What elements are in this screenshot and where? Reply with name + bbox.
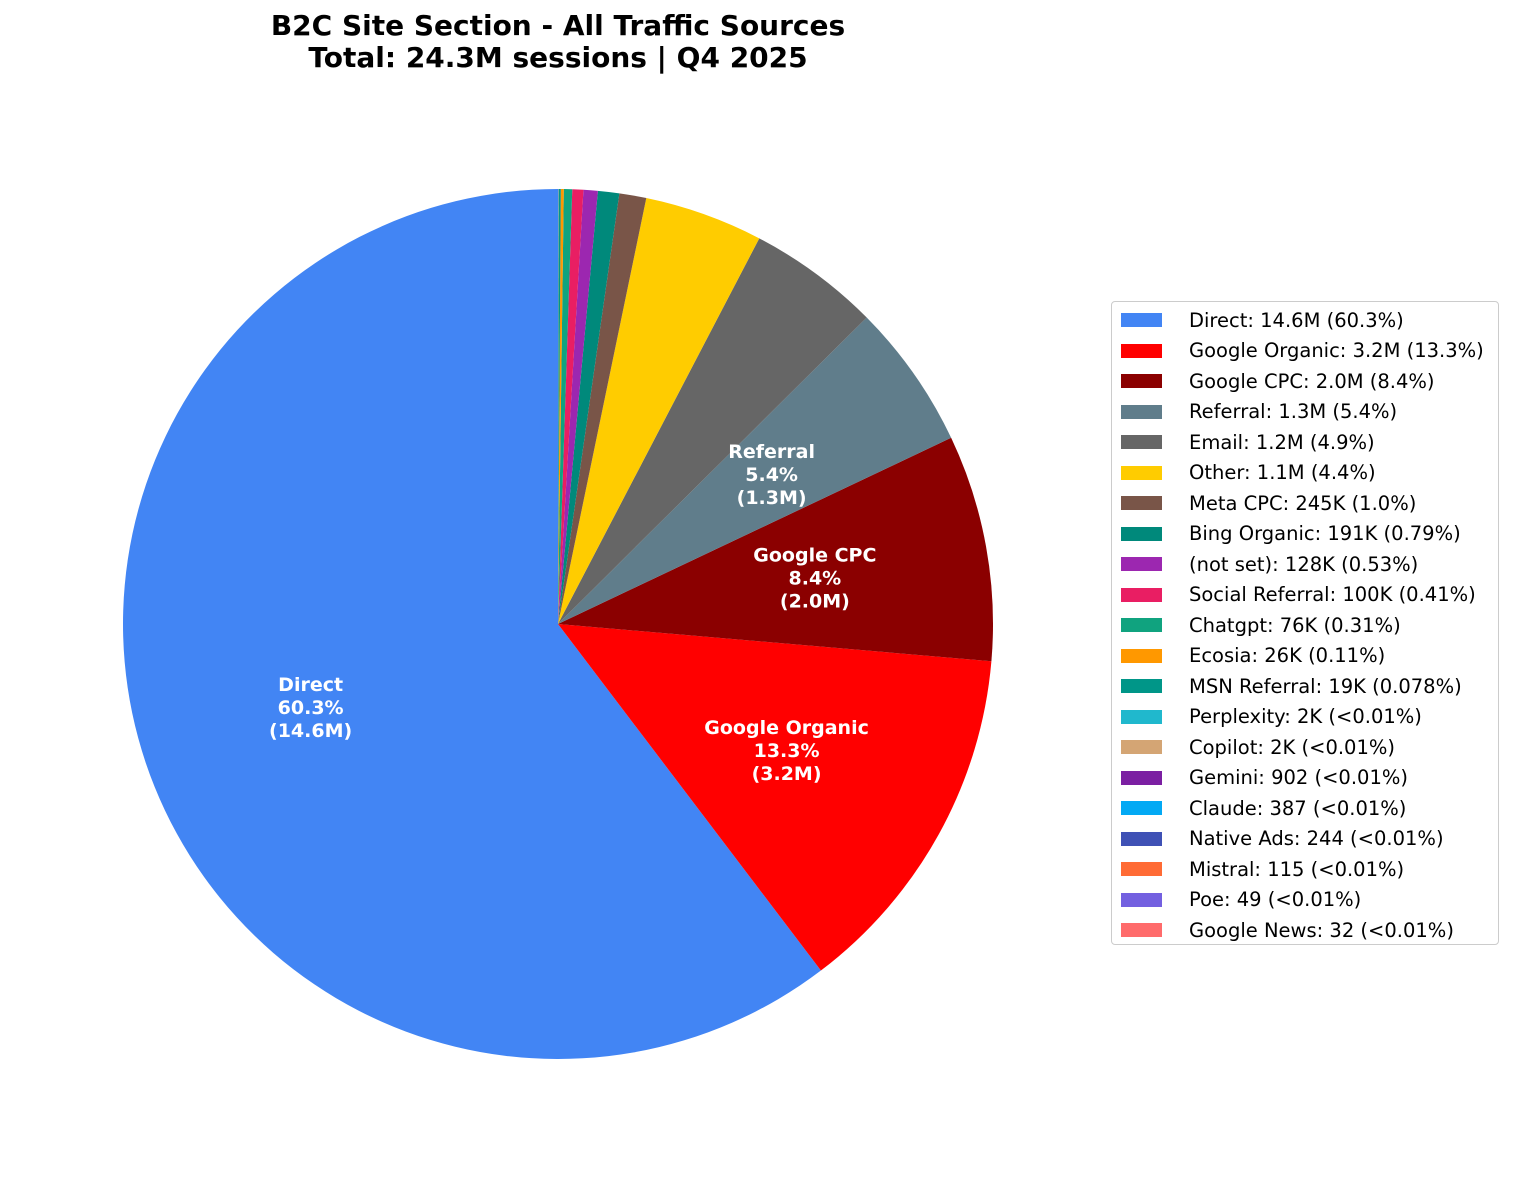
legend-item: Ecosia: 26K (0.11%) <box>1121 641 1385 671</box>
legend-label: Other: 1.1M (4.4%) <box>1189 461 1376 484</box>
pie-slice-chatgpt <box>558 189 573 624</box>
pie-slice-other <box>558 198 760 624</box>
chart-title-main: B2C Site Section - All Traffic Sources <box>270 9 846 42</box>
legend-label: Native Ads: 244 (<0.01%) <box>1189 827 1444 850</box>
legend-label: Referral: 1.3M (5.4%) <box>1189 400 1398 423</box>
legend-label: Mistral: 115 (<0.01%) <box>1189 857 1405 881</box>
legend-label: Google CPC: 2.0M (8.4%) <box>1189 369 1435 393</box>
legend-item: Bing Organic: 191K (0.79%) <box>1121 519 1461 549</box>
legend-item: Google Organic: 3.2M (13.3%) <box>1121 336 1484 366</box>
legend-swatch <box>1121 740 1162 754</box>
legend-label: Gemini: 902 (<0.01%) <box>1189 766 1408 789</box>
legend-swatch <box>1121 770 1162 785</box>
legend-swatch <box>1121 679 1162 693</box>
legend-swatch <box>1121 404 1162 419</box>
pie-slice-perplexity <box>558 189 559 624</box>
chart-title: B2C Site Section - All Traffic Sources T… <box>271 10 845 74</box>
legend-label: Perplexity: 2K (<0.01%) <box>1189 705 1422 728</box>
legend-label: (not set): 128K (0.53%) <box>1189 552 1419 576</box>
legend-swatch <box>1121 587 1162 602</box>
legend-swatch <box>1121 313 1162 327</box>
legend-item: Poe: 49 (<0.01%) <box>1121 885 1361 915</box>
legend-label: Bing Organic: 191K (0.79%) <box>1189 522 1461 545</box>
legend-item: Google CPC: 2.0M (8.4%) <box>1121 366 1435 396</box>
legend-swatch <box>1121 343 1162 358</box>
legend-label: Chatgpt: 76K (0.31%) <box>1189 613 1401 637</box>
legend-swatch <box>1121 801 1162 815</box>
pie-slice-labels: Direct 60.3% (14.6M) Google Organic 13.3% (3.… <box>269 441 876 785</box>
pie-slice-msn-referral <box>558 189 561 624</box>
pie-slice-google-cpc <box>558 437 993 662</box>
legend-swatch <box>1121 648 1162 663</box>
legend-swatch <box>1121 557 1162 571</box>
legend-item: Mistral: 115 (<0.01%) <box>1121 854 1404 884</box>
slice-label: Referral 5.4% (1.3M) <box>728 441 815 509</box>
legend-item: Perplexity: 2K (<0.01%) <box>1121 702 1422 732</box>
pie-slice-meta-cpc <box>558 193 647 624</box>
legend-swatch <box>1121 862 1162 876</box>
pie-slice-ecosia <box>558 189 564 624</box>
legend-label: Social Referral: 100K (0.41%) <box>1189 583 1476 606</box>
legend-item: MSN Referral: 19K (0.078%) <box>1121 671 1462 701</box>
legend-label: Copilot: 2K (<0.01%) <box>1189 735 1395 759</box>
legend-swatch <box>1121 526 1162 541</box>
chart-subtitle: Total: 24.3M sessions | Q4 2025 <box>308 41 808 74</box>
legend-swatch <box>1121 496 1162 510</box>
pie-slice-email <box>558 238 867 624</box>
chart-legend: Direct: 14.6M (60.3%) Google Organic: 3.2… <box>1111 301 1499 945</box>
legend-item: Copilot: 2K (<0.01%) <box>1121 732 1395 762</box>
legend-label: Meta CPC: 245K (1.0%) <box>1189 491 1417 515</box>
legend-label: Poe: 49 (<0.01%) <box>1189 888 1362 911</box>
legend-swatch <box>1121 709 1162 724</box>
legend-item: Social Referral: 100K (0.41%) <box>1121 580 1476 610</box>
legend-item: Meta CPC: 245K (1.0%) <box>1121 488 1416 518</box>
legend-item: Gemini: 902 (<0.01%) <box>1121 763 1408 793</box>
legend-item: Other: 1.1M (4.4%) <box>1121 458 1376 488</box>
pie-slices <box>122 188 993 1059</box>
legend-swatch <box>1121 435 1162 449</box>
legend-label: Email: 1.2M (4.9%) <box>1189 430 1375 454</box>
legend-item: Referral: 1.3M (5.4%) <box>1121 397 1397 427</box>
legend-label: MSN Referral: 19K (0.078%) <box>1189 674 1462 698</box>
pie-slice-not-set <box>558 189 598 624</box>
legend-swatch <box>1121 831 1162 846</box>
legend-label: Claude: 387 (<0.01%) <box>1189 796 1407 820</box>
legend-label: Google News: 32 (<0.01%) <box>1189 918 1454 942</box>
slice-label: Google CPC 8.4% (2.0M) <box>753 545 876 613</box>
pie-slice-google-organic <box>558 624 992 971</box>
legend-item: Direct: 14.6M (60.3%) <box>1121 305 1404 335</box>
legend-item: Google News: 32 (<0.01%) <box>1121 915 1454 945</box>
pie-slice-direct <box>122 189 821 1059</box>
slice-label: Google Organic 13.3% (3.2M) <box>704 717 869 785</box>
legend-item: Native Ads: 244 (<0.01%) <box>1121 824 1444 854</box>
legend-swatch <box>1121 374 1162 388</box>
legend-label: Google Organic: 3.2M (13.3%) <box>1189 339 1484 362</box>
slice-label: Direct 60.3% (14.6M) <box>269 674 352 742</box>
legend-swatch <box>1121 923 1162 937</box>
legend-item: Chatgpt: 76K (0.31%) <box>1121 610 1401 640</box>
legend-swatch <box>1121 892 1162 907</box>
pie-slice-bing-organic <box>558 190 620 624</box>
legend-swatch <box>1121 618 1162 632</box>
pie-slice-referral <box>558 317 952 624</box>
legend-label: Direct: 14.6M (60.3%) <box>1189 308 1404 332</box>
legend-item: (not set): 128K (0.53%) <box>1121 549 1418 579</box>
legend-label: Ecosia: 26K (0.11%) <box>1189 644 1386 667</box>
pie-slice-social-referral <box>558 189 584 624</box>
legend-item: Email: 1.2M (4.9%) <box>1121 427 1375 457</box>
legend-swatch <box>1121 465 1162 480</box>
legend-item: Claude: 387 (<0.01%) <box>1121 793 1406 823</box>
